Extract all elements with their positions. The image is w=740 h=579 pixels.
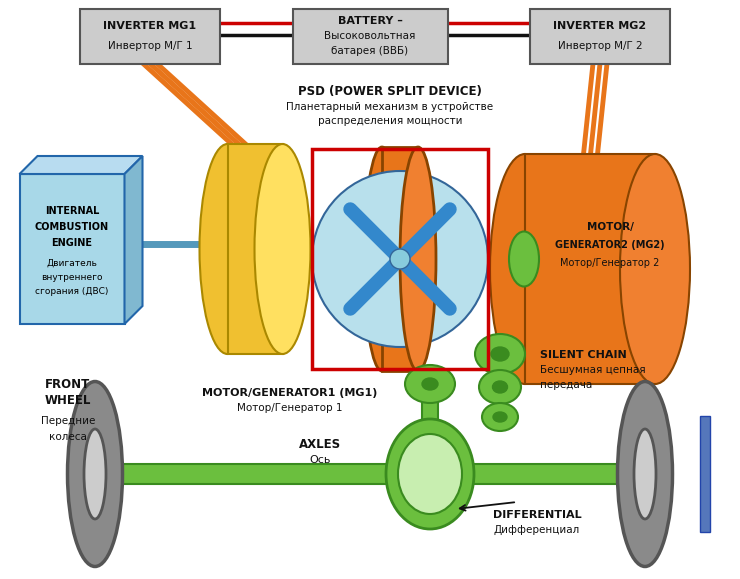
Ellipse shape bbox=[617, 382, 673, 566]
Ellipse shape bbox=[620, 154, 690, 384]
Text: колеса: колеса bbox=[49, 432, 87, 442]
Text: MOTOR/: MOTOR/ bbox=[587, 222, 633, 232]
Text: INVERTER MG2: INVERTER MG2 bbox=[554, 21, 647, 31]
Ellipse shape bbox=[475, 334, 525, 374]
FancyBboxPatch shape bbox=[80, 9, 220, 64]
Text: Передние: Передние bbox=[41, 416, 95, 426]
Ellipse shape bbox=[67, 382, 123, 566]
Ellipse shape bbox=[479, 370, 521, 404]
Text: передача: передача bbox=[540, 380, 592, 390]
FancyBboxPatch shape bbox=[19, 174, 124, 324]
Text: SILENT CHAIN: SILENT CHAIN bbox=[540, 350, 627, 360]
Polygon shape bbox=[227, 144, 283, 354]
Text: батарея (ВВБ): батарея (ВВБ) bbox=[332, 46, 408, 56]
FancyBboxPatch shape bbox=[292, 9, 448, 64]
Ellipse shape bbox=[422, 378, 438, 390]
Circle shape bbox=[390, 249, 410, 269]
Text: Бесшумная цепная: Бесшумная цепная bbox=[540, 365, 645, 375]
Ellipse shape bbox=[386, 419, 474, 529]
Text: Мотор/Генератор 2: Мотор/Генератор 2 bbox=[560, 258, 659, 268]
Text: WHEEL: WHEEL bbox=[45, 394, 91, 408]
Ellipse shape bbox=[200, 144, 255, 354]
Text: COMBUSTION: COMBUSTION bbox=[35, 222, 109, 232]
Text: BATTERY –: BATTERY – bbox=[337, 16, 403, 26]
Text: Дифференциал: Дифференциал bbox=[494, 525, 580, 535]
Ellipse shape bbox=[255, 144, 311, 354]
Ellipse shape bbox=[482, 403, 518, 431]
Text: FRONT: FRONT bbox=[45, 378, 90, 390]
Text: DIFFERENTIAL: DIFFERENTIAL bbox=[493, 510, 582, 520]
Text: INTERNAL: INTERNAL bbox=[45, 206, 99, 216]
Bar bbox=[80, 464, 650, 484]
Text: Ось: Ось bbox=[309, 455, 331, 465]
Text: Инвертор М/Г 1: Инвертор М/Г 1 bbox=[108, 41, 192, 51]
Ellipse shape bbox=[364, 147, 400, 371]
Ellipse shape bbox=[490, 154, 560, 384]
Polygon shape bbox=[124, 156, 143, 324]
Text: GENERATOR2 (MG2): GENERATOR2 (MG2) bbox=[555, 240, 665, 250]
Ellipse shape bbox=[491, 347, 509, 361]
Text: MOTOR/GENERATOR1 (MG1): MOTOR/GENERATOR1 (MG1) bbox=[202, 388, 377, 398]
Bar bbox=[422, 381, 438, 456]
Ellipse shape bbox=[84, 429, 106, 519]
Polygon shape bbox=[382, 147, 418, 371]
Ellipse shape bbox=[405, 365, 455, 403]
Text: INVERTER MG1: INVERTER MG1 bbox=[104, 21, 197, 31]
Text: AXLES: AXLES bbox=[299, 438, 341, 450]
Ellipse shape bbox=[493, 381, 508, 393]
Bar bbox=[700, 416, 710, 532]
Text: Высоковольтная: Высоковольтная bbox=[324, 31, 416, 41]
FancyBboxPatch shape bbox=[530, 9, 670, 64]
Text: PSD (POWER SPLIT DEVICE): PSD (POWER SPLIT DEVICE) bbox=[298, 85, 482, 97]
Text: Инвертор М/Г 2: Инвертор М/Г 2 bbox=[558, 41, 642, 51]
Polygon shape bbox=[525, 154, 655, 384]
Ellipse shape bbox=[493, 412, 507, 422]
Ellipse shape bbox=[312, 171, 488, 347]
Text: Мотор/Генератор 1: Мотор/Генератор 1 bbox=[238, 403, 343, 413]
Polygon shape bbox=[19, 156, 143, 174]
Ellipse shape bbox=[509, 232, 539, 287]
Text: распределения мощности: распределения мощности bbox=[317, 116, 462, 126]
Text: внутреннего: внутреннего bbox=[41, 273, 103, 281]
Text: сгорания (ДВС): сгорания (ДВС) bbox=[36, 288, 109, 296]
Ellipse shape bbox=[400, 147, 436, 371]
Ellipse shape bbox=[634, 429, 656, 519]
Text: ENGINE: ENGINE bbox=[52, 238, 92, 248]
Text: Двигатель: Двигатель bbox=[47, 258, 98, 267]
Ellipse shape bbox=[398, 434, 462, 514]
Text: Планетарный механизм в устройстве: Планетарный механизм в устройстве bbox=[286, 102, 494, 112]
